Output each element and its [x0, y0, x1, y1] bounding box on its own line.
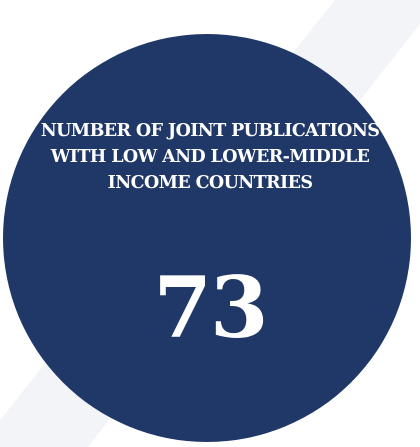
stat-value: 73	[153, 258, 269, 357]
stat-label: NUMBER OF JOINT PUBLICATIONS WITH LOW AN…	[40, 121, 380, 193]
stat-circle	[3, 34, 411, 442]
